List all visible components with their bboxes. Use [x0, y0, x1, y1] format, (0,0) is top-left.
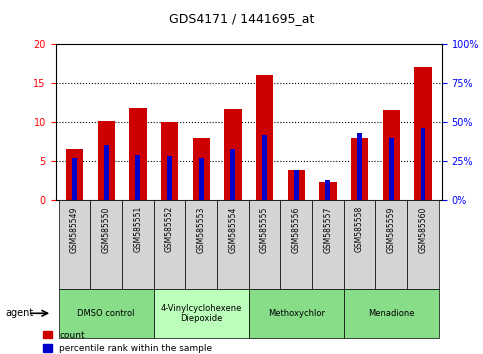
Bar — [135, 155, 141, 200]
Text: GSM585558: GSM585558 — [355, 206, 364, 252]
Text: GSM585550: GSM585550 — [102, 206, 111, 253]
Bar — [193, 138, 210, 200]
Bar — [287, 170, 305, 200]
Bar — [154, 200, 185, 289]
Bar — [185, 200, 217, 289]
Bar — [351, 138, 369, 200]
Bar — [249, 200, 281, 289]
Bar — [319, 182, 337, 200]
Bar — [407, 200, 439, 289]
Bar — [167, 156, 172, 200]
Bar — [421, 129, 426, 200]
Text: 4-Vinylcyclohexene
Diepoxide: 4-Vinylcyclohexene Diepoxide — [160, 304, 242, 323]
Bar — [414, 67, 432, 200]
Bar — [59, 289, 154, 338]
Bar — [312, 200, 344, 289]
Text: GSM585552: GSM585552 — [165, 206, 174, 252]
Text: GSM585554: GSM585554 — [228, 206, 238, 253]
Bar — [326, 180, 330, 200]
Bar — [375, 200, 407, 289]
Bar — [104, 145, 109, 200]
Text: GSM585560: GSM585560 — [418, 206, 427, 253]
Text: Menadione: Menadione — [368, 309, 414, 318]
Bar — [217, 200, 249, 289]
Text: GDS4171 / 1441695_at: GDS4171 / 1441695_at — [169, 12, 314, 25]
Bar — [389, 138, 394, 200]
Text: GSM585556: GSM585556 — [292, 206, 301, 253]
Text: GSM585555: GSM585555 — [260, 206, 269, 253]
Bar — [154, 289, 249, 338]
Bar — [199, 158, 204, 200]
Bar — [122, 200, 154, 289]
Bar — [344, 289, 439, 338]
Bar — [249, 289, 344, 338]
Text: Methoxychlor: Methoxychlor — [268, 309, 325, 318]
Bar — [59, 200, 90, 289]
Bar — [129, 108, 147, 200]
Text: GSM585559: GSM585559 — [387, 206, 396, 253]
Text: GSM585551: GSM585551 — [133, 206, 142, 252]
Bar — [294, 170, 298, 200]
Text: GSM585553: GSM585553 — [197, 206, 206, 253]
Bar — [98, 121, 115, 200]
Text: agent: agent — [6, 308, 34, 318]
Bar — [262, 135, 267, 200]
Text: GSM585549: GSM585549 — [70, 206, 79, 253]
Bar — [344, 200, 375, 289]
Bar — [66, 149, 83, 200]
Bar — [357, 133, 362, 200]
Text: DMSO control: DMSO control — [77, 309, 135, 318]
Bar — [383, 110, 400, 200]
Text: GSM585557: GSM585557 — [324, 206, 332, 253]
Bar — [230, 149, 235, 200]
Bar — [161, 122, 178, 200]
Bar — [224, 109, 242, 200]
Legend: count, percentile rank within the sample: count, percentile rank within the sample — [43, 331, 213, 353]
Bar — [281, 200, 312, 289]
Bar — [256, 75, 273, 200]
Bar — [90, 200, 122, 289]
Bar — [72, 158, 77, 200]
